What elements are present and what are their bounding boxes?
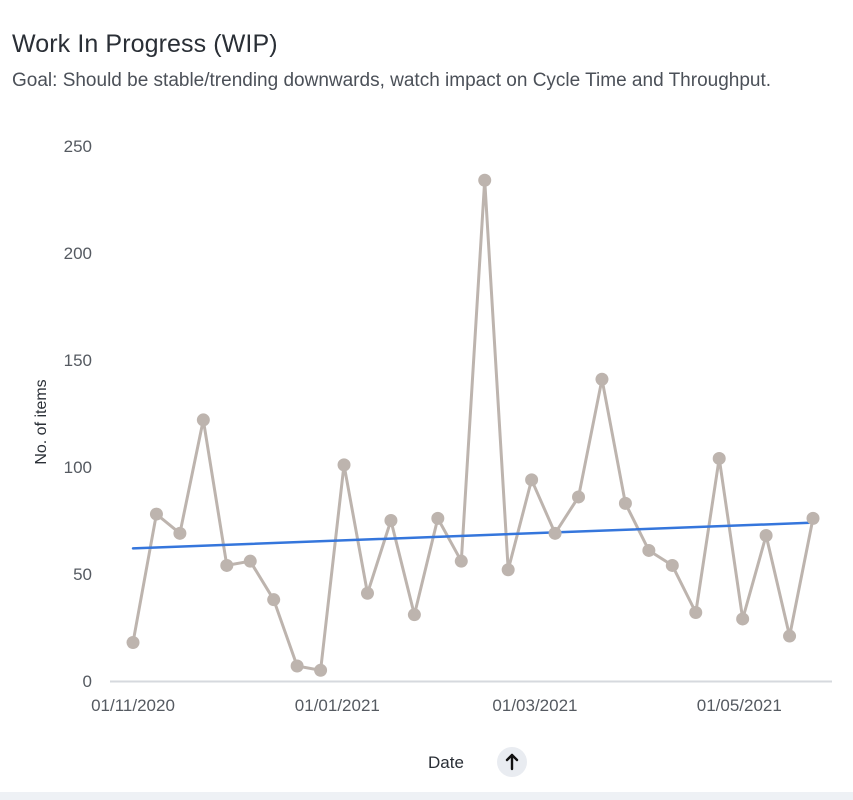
y-tick-label: 200 xyxy=(64,244,92,263)
data-point[interactable] xyxy=(618,496,632,510)
data-point[interactable] xyxy=(759,528,773,542)
footer-bar xyxy=(0,792,853,800)
data-point[interactable] xyxy=(243,554,257,568)
data-point[interactable] xyxy=(337,458,351,472)
data-point[interactable] xyxy=(220,558,234,572)
series-points xyxy=(126,173,820,677)
data-point[interactable] xyxy=(595,372,609,386)
data-point[interactable] xyxy=(501,563,515,577)
y-tick-label: 100 xyxy=(64,458,92,477)
data-point[interactable] xyxy=(407,608,421,622)
data-point[interactable] xyxy=(806,511,820,525)
y-axis-title: No. of items xyxy=(33,379,50,464)
data-point[interactable] xyxy=(712,451,726,465)
data-point[interactable] xyxy=(548,526,562,540)
x-axis-title: Date xyxy=(428,753,464,772)
chart-title: Work In Progress (WIP) xyxy=(12,30,278,58)
data-point[interactable] xyxy=(572,490,586,504)
series-line xyxy=(131,178,815,672)
data-point[interactable] xyxy=(454,554,468,568)
trend-line xyxy=(131,521,815,550)
data-point[interactable] xyxy=(173,526,187,540)
data-point[interactable] xyxy=(478,173,492,187)
data-point[interactable] xyxy=(267,593,281,607)
chart-subtitle: Goal: Should be stable/trending downward… xyxy=(12,70,772,91)
x-tick-label: 01/05/2021 xyxy=(697,696,782,715)
y-tick-label: 0 xyxy=(83,672,92,691)
series-lines xyxy=(131,178,815,672)
y-tick-label: 250 xyxy=(64,137,92,156)
data-point[interactable] xyxy=(360,586,374,600)
data-point[interactable] xyxy=(642,543,656,557)
y-tick-label: 150 xyxy=(64,351,92,370)
data-point[interactable] xyxy=(314,663,328,677)
data-point[interactable] xyxy=(126,635,140,649)
data-point[interactable] xyxy=(196,413,210,427)
data-point[interactable] xyxy=(665,558,679,572)
data-point[interactable] xyxy=(736,612,750,626)
y-tick-label: 50 xyxy=(73,565,92,584)
trend-lines xyxy=(131,521,815,550)
arrow-up-icon xyxy=(505,753,519,771)
y-axis-ticks: 0 50 100 150 200 250 xyxy=(64,137,92,691)
sort-button[interactable] xyxy=(497,747,527,777)
data-point[interactable] xyxy=(689,606,703,620)
data-point[interactable] xyxy=(290,659,304,673)
x-axis-ticks: 01/11/2020 01/01/2021 01/03/2021 01/05/2021 xyxy=(91,696,782,715)
x-tick-label: 01/01/2021 xyxy=(295,696,380,715)
data-point[interactable] xyxy=(783,629,797,643)
data-point[interactable] xyxy=(525,473,539,487)
data-point[interactable] xyxy=(149,507,163,521)
data-point[interactable] xyxy=(431,511,445,525)
x-tick-label: 01/03/2021 xyxy=(492,696,577,715)
x-tick-label: 01/11/2020 xyxy=(91,696,175,715)
data-point[interactable] xyxy=(384,514,398,527)
